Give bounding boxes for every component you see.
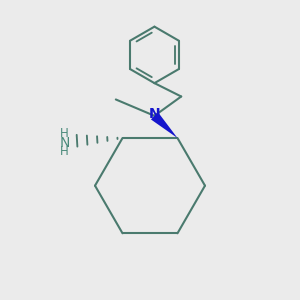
Text: N: N — [148, 107, 160, 121]
Text: N: N — [59, 136, 70, 149]
Polygon shape — [151, 112, 178, 138]
Text: H: H — [60, 145, 69, 158]
Text: H: H — [60, 127, 69, 140]
